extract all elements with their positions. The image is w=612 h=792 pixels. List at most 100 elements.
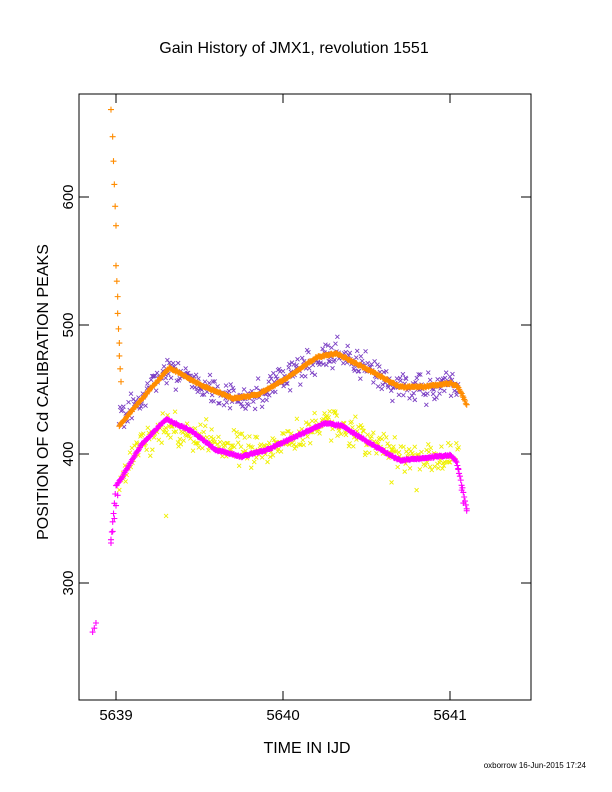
series-1-point — [165, 357, 170, 363]
series-2-point — [349, 419, 354, 425]
series-1-point — [273, 374, 279, 379]
series-1-point — [145, 381, 150, 386]
series-1-point — [271, 370, 276, 376]
series-1-point — [365, 360, 370, 366]
series-1-point — [371, 380, 376, 385]
series-1-point — [398, 378, 403, 384]
series-1-point — [259, 404, 265, 410]
series-2-point — [212, 440, 217, 445]
series-2-point — [356, 424, 361, 430]
series-2-point — [163, 513, 169, 519]
series-2-point — [254, 435, 260, 440]
series-1-point — [286, 365, 292, 370]
series-1-point — [327, 359, 333, 364]
series-1-point — [427, 377, 433, 383]
series-2-point — [222, 443, 228, 448]
series-2-point — [389, 447, 394, 453]
y-axis: 300 400 500 600 — [60, 184, 531, 596]
series-2-point — [247, 434, 252, 439]
series-1-point — [173, 387, 179, 393]
series-1-point — [306, 365, 312, 371]
series-2-point — [292, 446, 298, 451]
series-1-point — [333, 341, 338, 347]
series-2-point — [184, 421, 190, 426]
series-1-point — [441, 388, 447, 394]
series-3-point — [107, 540, 114, 547]
series-2-point — [379, 436, 385, 442]
series-1-point — [411, 390, 416, 396]
series-2-point — [202, 423, 208, 429]
series-2-point — [270, 452, 276, 458]
series-1-point — [251, 399, 256, 404]
series-3-point — [453, 459, 460, 466]
series-1-point — [183, 366, 188, 371]
series-1-point — [276, 366, 282, 372]
series-2-point — [294, 416, 300, 422]
series-1-point — [199, 392, 205, 397]
series-1-point — [193, 372, 199, 378]
series-2-point — [387, 443, 392, 449]
series-1-point — [175, 360, 181, 366]
series-2-point — [389, 480, 394, 485]
x-tick-label: 5641 — [433, 707, 466, 724]
series-2-point — [228, 446, 234, 452]
series-1-point — [335, 334, 340, 340]
series-2-point — [350, 444, 356, 449]
series-2-point — [246, 443, 251, 448]
series-2-point — [200, 445, 205, 451]
series-2-point — [417, 466, 423, 472]
series-2-point — [347, 441, 352, 446]
series-2-point — [291, 442, 297, 447]
series-2-point — [204, 435, 210, 440]
series-1-point — [383, 368, 389, 374]
series-3-point — [454, 462, 461, 469]
series-1-point — [431, 387, 437, 392]
series-1-point — [448, 393, 454, 399]
series-2-point — [150, 447, 155, 453]
series-2-point — [163, 425, 169, 431]
series-1-point — [143, 403, 148, 409]
series-1-point — [280, 368, 286, 374]
series-2-point — [175, 440, 181, 445]
series-4-point — [462, 400, 469, 407]
series-1-point — [329, 345, 334, 350]
series-2-point — [392, 434, 398, 440]
series-2-point — [327, 409, 333, 414]
series-2-point — [346, 443, 352, 449]
series-3-point — [456, 470, 463, 477]
series-2-point — [441, 463, 447, 468]
series-2-point — [328, 438, 334, 443]
series-2-point — [140, 431, 146, 437]
series-2-point — [401, 444, 406, 450]
series-1-point — [272, 389, 278, 395]
series-1-point — [332, 357, 337, 363]
series-1-point — [324, 362, 329, 368]
series-3-point — [109, 518, 116, 525]
series-2-point — [127, 450, 133, 455]
series-1-point — [306, 349, 311, 355]
series-1-point — [255, 376, 261, 381]
y-tick-label: 500 — [60, 312, 77, 337]
data-points — [89, 106, 470, 636]
series-3-point — [114, 492, 121, 499]
x-tick-label: 5640 — [266, 707, 299, 724]
series-2-point — [208, 434, 214, 440]
series-1-point — [443, 370, 449, 375]
y-axis-label: POSITION OF Cd CALIBRATION PEAKS — [35, 244, 52, 540]
series-2-point — [248, 465, 254, 471]
series-2-point — [178, 441, 184, 447]
series-1-point — [442, 375, 448, 381]
series-2-point — [190, 448, 196, 454]
series-1-point — [252, 406, 258, 412]
series-1-point — [312, 372, 318, 378]
series-1-point — [299, 355, 305, 361]
series-2-point — [265, 459, 270, 465]
series-1-point — [294, 362, 299, 368]
series-1-point — [238, 401, 244, 406]
series-2-point — [391, 449, 397, 454]
series-3-point — [452, 457, 459, 464]
series-2-point — [436, 465, 441, 471]
series-2-point — [181, 438, 186, 443]
series-2-point — [229, 443, 234, 448]
series-2-point — [211, 436, 216, 442]
